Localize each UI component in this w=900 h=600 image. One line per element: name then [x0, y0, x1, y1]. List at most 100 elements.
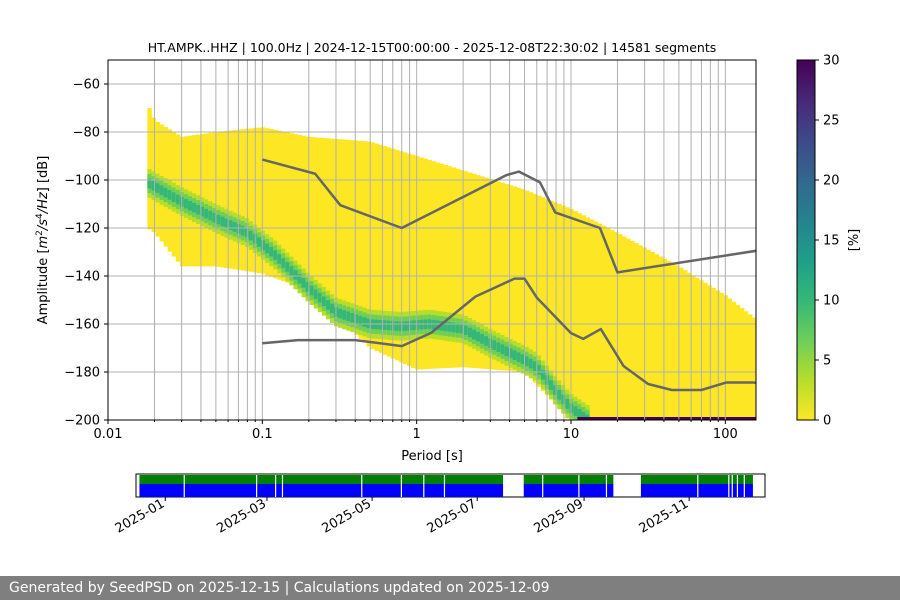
heatmap-column: [609, 229, 615, 420]
mode-band-cell: [354, 314, 359, 324]
nlnm-curve: [262, 277, 756, 392]
mode-band-cell: [208, 210, 213, 221]
timeline-tick-label: 2025-01: [113, 496, 168, 536]
mode-band-cell: [269, 246, 274, 257]
heatmap-column: [423, 158, 428, 370]
mode-band-cell: [338, 308, 343, 319]
heatmap-column: [374, 143, 380, 351]
heatmap-column: [370, 142, 376, 350]
heatmap-column: [346, 139, 351, 328]
mode-band-cell: [415, 320, 420, 330]
mode-band-cell: [573, 406, 578, 416]
colorbar-tick-label: 5: [823, 354, 831, 369]
heatmap-column: [747, 314, 753, 420]
heatmap-column: [216, 131, 221, 267]
heatmap-column: [232, 130, 238, 270]
heatmap-column: [618, 234, 623, 420]
heatmap-column: [309, 137, 315, 294]
colorbar-tick-label: 20: [823, 174, 840, 189]
mode-band-cell: [265, 243, 270, 254]
mode-band-cell: [171, 192, 177, 202]
mode-band-cell: [508, 348, 513, 359]
mode-band-cell: [309, 285, 315, 296]
heatmap-column: [256, 127, 262, 274]
mode-band-cell: [411, 320, 416, 331]
heatmap-column: [329, 138, 335, 313]
heatmap-column: [601, 225, 607, 420]
mode-band-cell: [325, 300, 331, 310]
x-tick-label: 0.1: [252, 427, 273, 442]
heatmap-column: [666, 260, 672, 420]
mode-band-cell: [549, 380, 554, 390]
heatmap-column: [719, 292, 724, 420]
mode-band-cell: [151, 181, 156, 191]
mode-band-cell: [443, 321, 449, 332]
mode-band-cell: [439, 320, 444, 331]
heatmap-column: [504, 183, 509, 371]
heatmap-column: [735, 304, 741, 420]
mode-band-cell: [301, 278, 307, 288]
mode-band-cell: [289, 266, 294, 276]
psd-plot-area: [108, 60, 756, 420]
heatmap-column: [455, 168, 461, 368]
mode-band-cell: [532, 361, 538, 371]
mode-band-cell: [463, 325, 469, 336]
heatmap-column: [634, 243, 639, 420]
heatmap-column: [248, 128, 254, 272]
mode-band-cell: [232, 222, 238, 232]
heatmap-column: [459, 170, 465, 368]
x-tick-label: 100: [713, 427, 738, 442]
y-tick-label: −60: [73, 78, 100, 93]
heatmap-column: [593, 221, 599, 420]
heatmap-column: [549, 200, 554, 400]
y-tick-label: −200: [64, 414, 100, 429]
mode-band-cell: [403, 321, 408, 331]
heatmap-column: [261, 127, 266, 274]
heatmap-column: [297, 134, 302, 288]
timeline-tick-label: 2025-09: [532, 496, 587, 536]
mode-band-cell: [394, 321, 400, 331]
mode-band-cell: [577, 409, 582, 419]
x-axis-label: Period [s]: [401, 449, 463, 464]
mode-band-cell: [480, 334, 485, 344]
mode-band-cell: [277, 254, 282, 264]
y-tick-label: −100: [64, 174, 100, 189]
heatmap-column: [358, 140, 363, 339]
heatmap-column: [727, 298, 733, 420]
heatmap-column: [147, 108, 152, 230]
mode-band-cell: [224, 218, 229, 229]
heatmap-column: [658, 256, 664, 420]
mode-band-cell: [281, 258, 286, 268]
mode-band-cell: [471, 329, 477, 340]
timeline-tick-label: 2025-03: [214, 496, 269, 536]
y-tick-label: −180: [64, 366, 100, 381]
heatmap-column: [220, 131, 225, 268]
y-tick-label: −120: [64, 222, 100, 237]
mode-band-cell: [540, 370, 546, 380]
heatmap-column: [650, 251, 655, 420]
heatmap-column: [382, 146, 388, 355]
heatmap-column: [565, 207, 570, 417]
mode-band-cell: [187, 200, 193, 211]
colorbar-label: [%]: [847, 229, 862, 252]
mode-band-cell: [216, 214, 221, 225]
mode-band-cell: [435, 320, 440, 331]
mode-band-cell: [447, 322, 453, 332]
x-tick-label: 1: [413, 427, 421, 442]
heatmap-column: [386, 147, 392, 357]
probability-density-heatmap: [147, 108, 756, 420]
heatmap-column: [431, 161, 436, 369]
mode-band-cell: [496, 342, 501, 353]
timeline-segment-upper: [640, 475, 753, 484]
mode-band-cell: [553, 385, 558, 395]
heatmap-column: [597, 223, 603, 420]
mode-band-cell: [183, 198, 189, 209]
mode-band-cell: [504, 346, 509, 357]
mode-band-cell: [350, 312, 355, 323]
mode-band-cell: [155, 183, 160, 193]
heatmap-column: [638, 245, 643, 420]
mode-band-cell: [175, 194, 181, 205]
mode-band-cell: [192, 202, 197, 213]
heatmap-column: [354, 140, 359, 335]
heatmap-column: [585, 217, 591, 420]
